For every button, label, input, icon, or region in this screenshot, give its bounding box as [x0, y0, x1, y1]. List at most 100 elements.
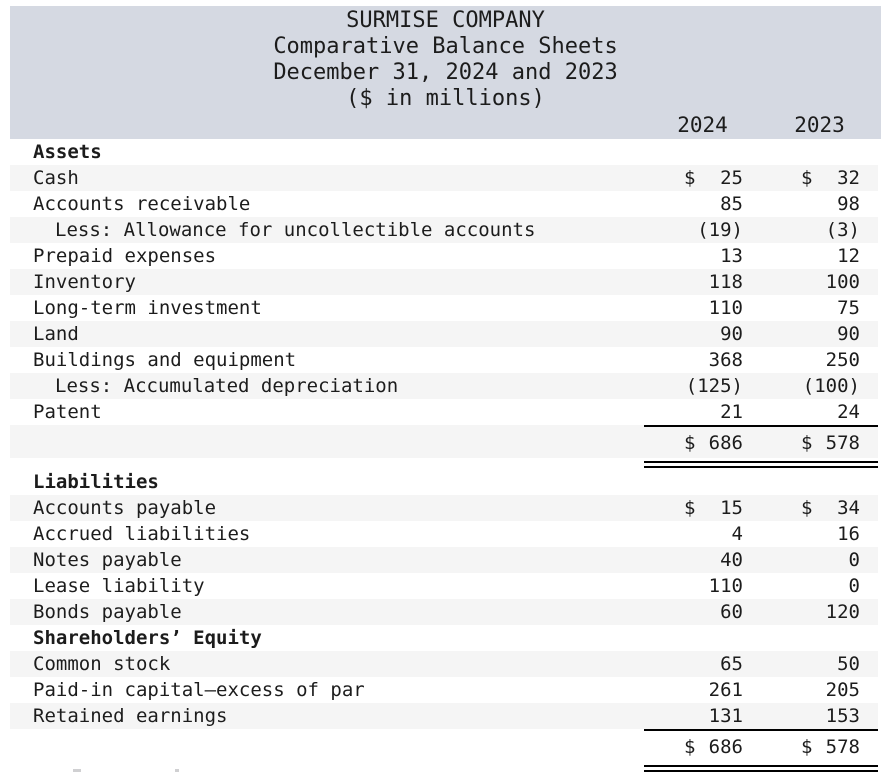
row-values: 85 98	[644, 191, 878, 217]
row-allowance-uncollectible: Less: Allowance for uncollectible accoun…	[10, 217, 878, 243]
cell-value-2024: 21	[720, 401, 743, 423]
cell-value-2024: 686	[708, 735, 743, 758]
row-values: $ 686 $ 578	[644, 729, 878, 762]
row-long-term-investment: Long-term investment 110 75	[10, 295, 878, 321]
cell-value-2023: 90	[837, 323, 860, 345]
cell-2023: 98	[761, 191, 878, 217]
statement-dates: December 31, 2024 and 2023	[273, 60, 618, 85]
cell-2023	[761, 469, 878, 495]
row-paid-in-capital: Paid-in capital—excess of par 261 205	[10, 677, 878, 703]
cell-2023: 24	[761, 399, 878, 425]
cell-2024: 40	[644, 547, 761, 573]
cell-value-2024: 368	[708, 349, 743, 371]
cell-value-2024: 40	[720, 549, 743, 571]
cell-value-2024: 13	[720, 245, 743, 267]
print-artifact	[175, 769, 179, 772]
cell-value-2023: 32	[837, 167, 860, 189]
cell-2024	[644, 625, 761, 651]
cell-value-2023: 578	[825, 735, 860, 758]
row-values: 368 250	[644, 347, 878, 373]
cell-value-2023: (3)	[825, 219, 860, 241]
cell-value-2024: 90	[720, 323, 743, 345]
section-assets: Assets	[10, 139, 878, 165]
cell-2023: (100)	[761, 373, 878, 399]
row-accounts-payable: Accounts payable $ 15 $ 34	[10, 495, 878, 521]
cell-value-2023: 0	[848, 575, 860, 597]
dollar-sign: $	[801, 431, 813, 454]
row-values: 60 120	[644, 599, 878, 625]
row-patent: Patent 21 24	[10, 399, 878, 425]
cell-2024: $ 686	[644, 427, 761, 458]
row-prepaid-expenses: Prepaid expenses 13 12	[10, 243, 878, 269]
cell-value-2023: 50	[837, 653, 860, 675]
cell-2024: 60	[644, 599, 761, 625]
row-label: Assets	[33, 141, 102, 163]
row-label: Bonds payable	[33, 601, 182, 623]
row-values	[644, 625, 878, 651]
cell-value-2023: 205	[825, 679, 860, 701]
section-liabilities: Liabilities	[10, 469, 878, 495]
cell-value-2024: 110	[708, 575, 743, 597]
column-headers: 2024 2023	[10, 112, 881, 139]
cell-value-2024: 261	[708, 679, 743, 701]
row-values: (19) (3)	[644, 217, 878, 243]
row-values: 110 0	[644, 573, 878, 599]
statement-header: SURMISE COMPANY Comparative Balance Shee…	[10, 6, 881, 139]
cell-value-2023: 100	[825, 271, 860, 293]
row-label: Accounts payable	[33, 497, 217, 519]
column-header-2023: 2023	[794, 113, 845, 137]
cell-2023: 0	[761, 547, 878, 573]
row-label: Notes payable	[33, 549, 182, 571]
cell-2023	[761, 139, 878, 165]
row-label: Paid-in capital—excess of par	[33, 679, 365, 701]
row-values	[644, 469, 878, 495]
cell-value-2023: 75	[837, 297, 860, 319]
row-cash: Cash $ 25 $ 32	[10, 165, 878, 191]
row-values: 261 205	[644, 677, 878, 703]
cell-value-2024: 118	[708, 271, 743, 293]
cell-2023: 12	[761, 243, 878, 269]
row-values: 21 24	[644, 399, 878, 425]
row-label: Less: Allowance for uncollectible accoun…	[55, 219, 536, 241]
cell-value-2023: 16	[837, 523, 860, 545]
row-label: Common stock	[33, 653, 171, 675]
row-common-stock: Common stock 65 50	[10, 651, 878, 677]
row-notes-payable: Notes payable 40 0	[10, 547, 878, 573]
cell-value-2024: 60	[720, 601, 743, 623]
row-land: Land 90 90	[10, 321, 878, 347]
row-values: $ 15 $ 34	[644, 495, 878, 521]
row-label: Land	[33, 323, 79, 345]
cell-value-2024: 15	[720, 497, 743, 519]
row-values: 131 153	[644, 703, 878, 729]
cell-value-2023: (100)	[802, 375, 860, 397]
double-rule-line	[644, 765, 878, 772]
row-label: Accrued liabilities	[33, 523, 251, 545]
cell-2024: 261	[644, 677, 761, 703]
dollar-sign: $	[684, 497, 696, 519]
cell-2024: $ 686	[644, 731, 761, 762]
cell-value-2023: 24	[837, 401, 860, 423]
row-label: Less: Accumulated depreciation	[55, 375, 399, 397]
cell-2024: 90	[644, 321, 761, 347]
cell-value-2024: (19)	[697, 219, 743, 241]
double-rule-line	[644, 461, 878, 468]
row-values: $ 25 $ 32	[644, 165, 878, 191]
cell-2023: 0	[761, 573, 878, 599]
double-rule	[10, 458, 878, 469]
cell-value-2024: 25	[720, 167, 743, 189]
cell-2024: 118	[644, 269, 761, 295]
cell-value-2024: 65	[720, 653, 743, 675]
row-label: Liabilities	[33, 471, 159, 493]
cell-value-2024: 85	[720, 193, 743, 215]
cell-value-2024: 4	[731, 523, 743, 545]
balance-sheet-rows: Assets Cash $ 25 $ 32 Accounts receivabl…	[10, 139, 878, 773]
column-header-2024: 2024	[677, 113, 728, 137]
cell-2023: 250	[761, 347, 878, 373]
cell-value-2023: 98	[837, 193, 860, 215]
row-total-assets: $ 686 $ 578	[10, 425, 878, 458]
row-label: Long-term investment	[33, 297, 262, 319]
cell-2023: $ 578	[761, 427, 878, 458]
row-values: 4 16	[644, 521, 878, 547]
row-label: Shareholders’ Equity	[33, 627, 262, 649]
